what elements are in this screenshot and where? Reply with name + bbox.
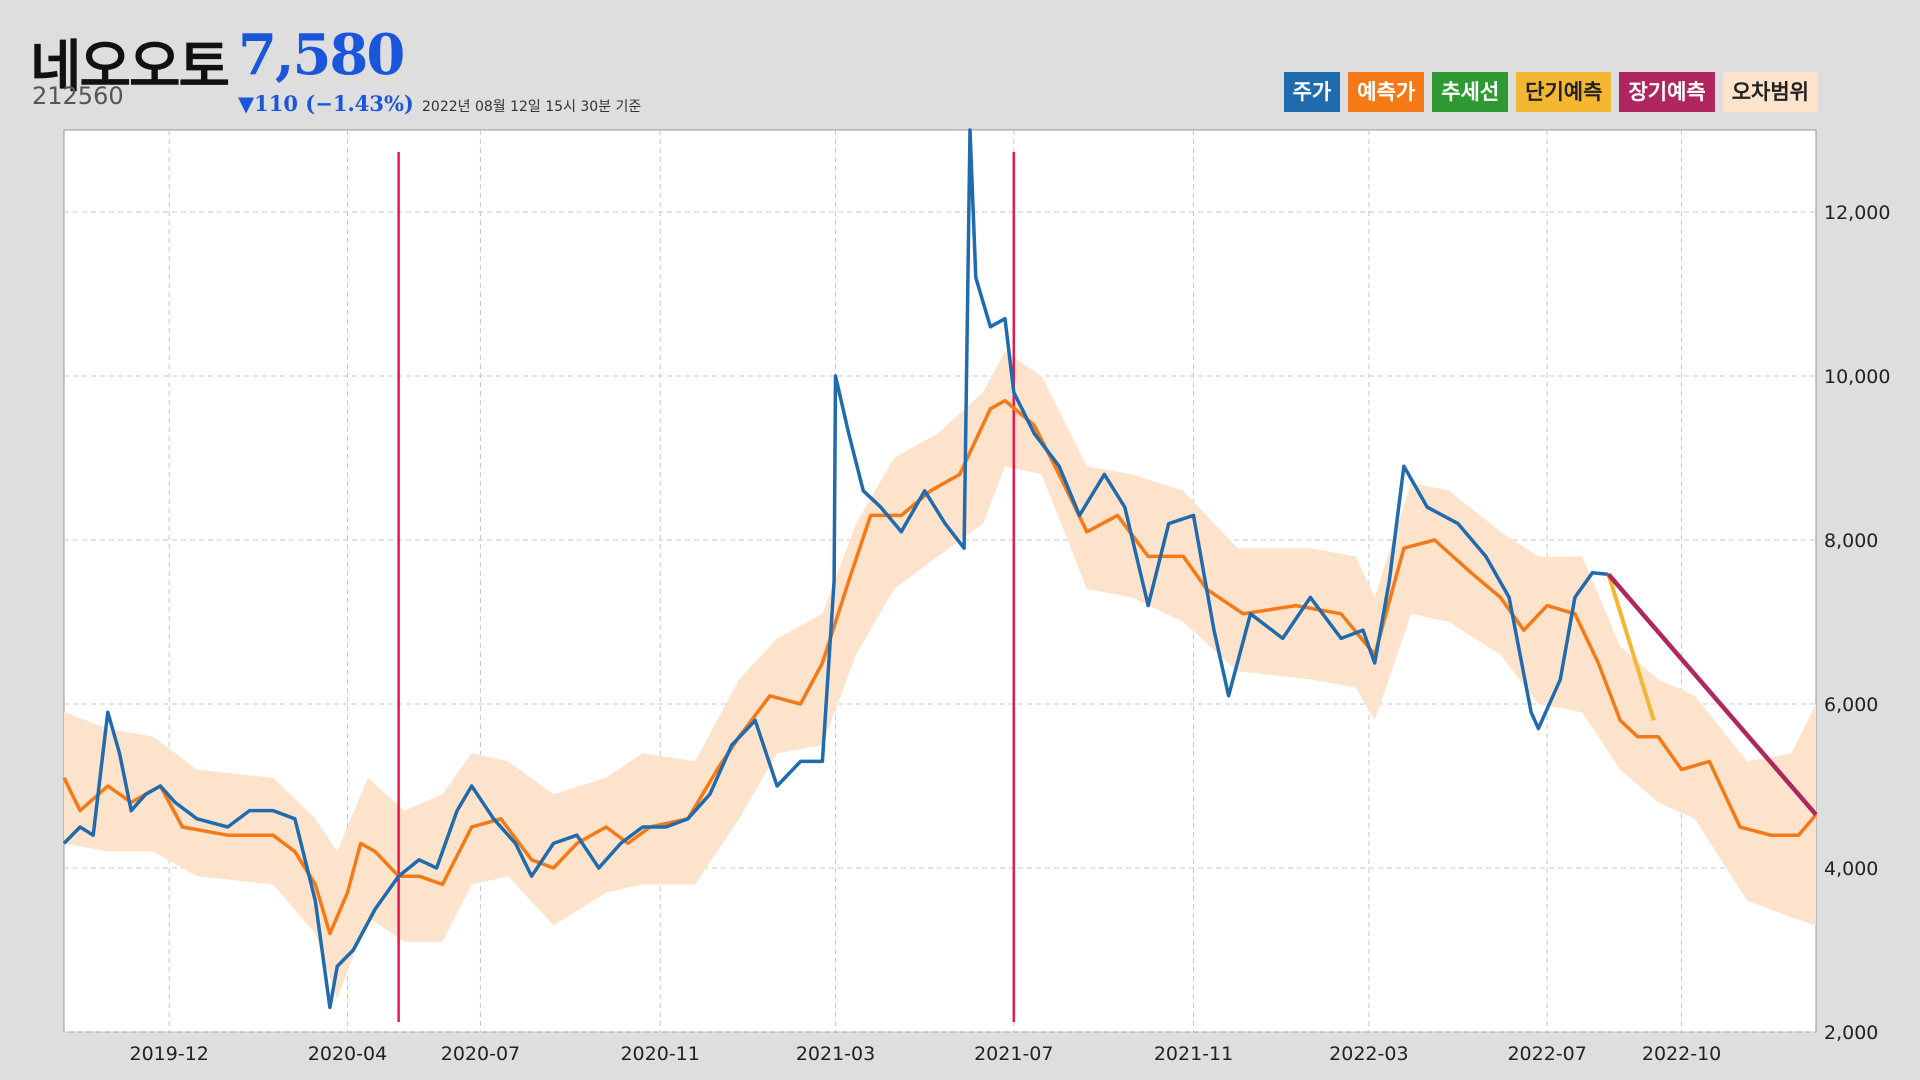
error-band-area [64,351,1816,1000]
chart-legend: 주가 예측가 추세선 단기예측 장기예측 오차범위 [1283,72,1818,112]
legend-item-error-band[interactable]: 오차범위 [1722,72,1818,112]
y-tick-label: 10,000 [1824,366,1890,388]
x-tick-label: 2021-07 [974,1043,1053,1065]
as-of-timestamp: 2022년 08월 12일 15시 30분 기준 [422,99,642,115]
x-axis-labels: 2019-12 2020-04 2020-07 2020-11 2021-03 2021-… [130,1043,1722,1065]
x-tick-label: 2020-04 [308,1043,387,1065]
series-lines [62,128,1818,1010]
x-tick-label: 2021-11 [1154,1043,1233,1065]
legend-item-price[interactable]: 주가 [1283,72,1341,112]
y-tick-label: 6,000 [1824,694,1878,716]
stock-name: 네오오토 [30,35,230,100]
legend-item-trendline[interactable]: 추세선 [1432,72,1509,112]
y-tick-label: 2,000 [1824,1022,1878,1044]
legend-item-prediction[interactable]: 예측가 [1348,72,1425,112]
x-tick-label: 2020-11 [620,1043,699,1065]
x-tick-label: 2019-12 [130,1043,209,1065]
long-term-line [1606,572,1818,817]
legend-item-long-term[interactable]: 장기예측 [1619,72,1715,112]
stock-code: 212560 [32,82,124,110]
y-tick-label: 8,000 [1824,530,1878,552]
price-change: ▼110 (−1.43%) [238,91,414,116]
y-tick-label: 12,000 [1824,202,1890,224]
price-line [62,128,1609,1010]
x-tick-label: 2020-07 [441,1043,520,1065]
y-tick-label: 4,000 [1824,858,1878,880]
x-tick-label: 2022-03 [1329,1043,1408,1065]
x-tick-label: 2022-10 [1642,1043,1721,1065]
short-term-line [1606,573,1656,721]
error-band [64,351,1816,1000]
x-tick-label: 2022-07 [1507,1043,1586,1065]
x-tick-label: 2021-03 [796,1043,875,1065]
stock-price: 7,580 [238,22,405,88]
legend-item-short-term[interactable]: 단기예측 [1516,72,1612,112]
y-axis-labels: 2,000 4,000 6,000 8,000 10,000 12,000 [1824,202,1890,1044]
